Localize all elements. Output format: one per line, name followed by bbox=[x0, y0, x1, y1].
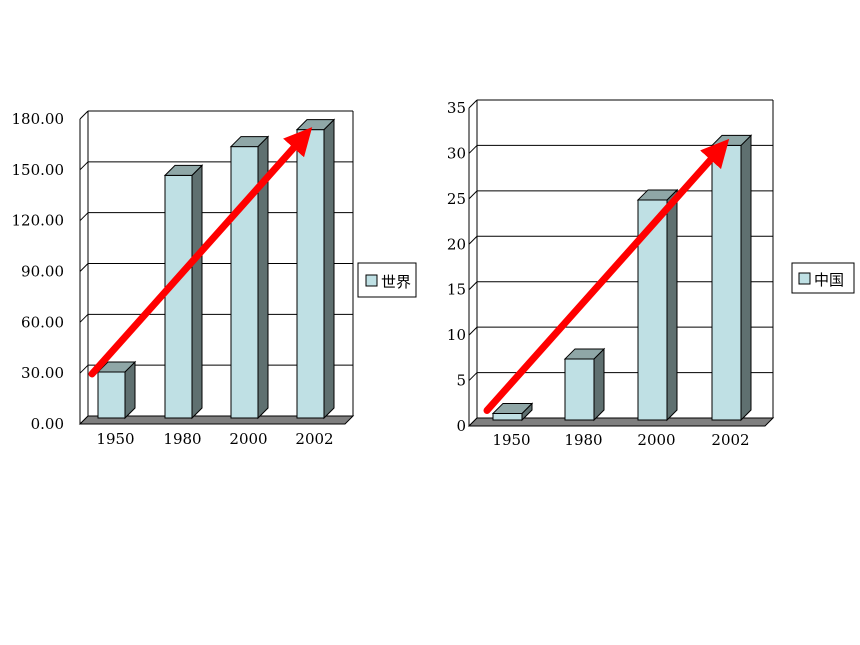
world-bar-top bbox=[96, 361, 137, 373]
china-bar bbox=[711, 144, 742, 421]
world-xtick-label: 1950 bbox=[96, 430, 134, 448]
world-bar-side bbox=[323, 118, 335, 420]
world-xtick-label: 1980 bbox=[163, 430, 201, 448]
china-tick-mark bbox=[468, 326, 478, 336]
world-legend-label: 世界 bbox=[381, 273, 411, 291]
china-ytick-label: 30 bbox=[447, 144, 466, 162]
china-legend-swatch bbox=[798, 272, 811, 285]
china-xtick-label: 1980 bbox=[564, 431, 602, 449]
china-bar-top bbox=[636, 189, 679, 201]
world-ytick-label: 60.00 bbox=[21, 313, 64, 331]
china-tick-mark bbox=[468, 190, 478, 200]
world-tick-mark bbox=[79, 313, 89, 323]
china-xtick-label: 2000 bbox=[637, 431, 675, 449]
china-bar-side bbox=[666, 188, 678, 422]
world-ytick-label: 90.00 bbox=[21, 263, 64, 281]
world-tick-mark bbox=[79, 364, 89, 374]
china-legend-label: 中国 bbox=[814, 271, 844, 289]
world-bar bbox=[97, 371, 126, 419]
world-floor bbox=[78, 415, 355, 425]
world-ytick-label: 150.00 bbox=[12, 161, 65, 179]
china-tick-mark bbox=[468, 372, 478, 381]
world-ytick-label: 180.00 bbox=[12, 110, 65, 128]
china-ytick-label: 5 bbox=[456, 372, 466, 390]
world-bar-top bbox=[229, 136, 270, 148]
world-tick-mark bbox=[79, 212, 89, 222]
china-ytick-label: 10 bbox=[447, 326, 466, 344]
world-bar bbox=[296, 129, 325, 419]
china-tick-mark bbox=[468, 99, 478, 109]
china-bar-side bbox=[740, 134, 752, 422]
world-bar bbox=[164, 174, 193, 419]
china-ytick-label: 25 bbox=[447, 190, 466, 208]
world-ytick-label: 30.00 bbox=[21, 364, 64, 382]
china-xtick-label: 1950 bbox=[492, 431, 530, 449]
world-bar-side bbox=[191, 164, 203, 420]
china-chart: 0 5 10 15 20 25 30 35 1950 1980 2000 2002 bbox=[447, 99, 775, 449]
world-bar-top bbox=[163, 164, 204, 176]
china-bar-top bbox=[563, 348, 606, 360]
world-trend-arrow bbox=[88, 127, 313, 378]
china-bar-top bbox=[491, 402, 534, 414]
world-tick-mark bbox=[79, 110, 89, 120]
world-xtick-label: 2002 bbox=[295, 430, 333, 448]
world-xtick-label: 2000 bbox=[229, 430, 267, 448]
world-tick-mark bbox=[79, 263, 89, 272]
world-ytick-label: 0.00 bbox=[31, 415, 64, 433]
world-legend-swatch bbox=[365, 274, 378, 287]
china-bar bbox=[564, 358, 595, 421]
china-trend-arrow bbox=[483, 138, 730, 414]
china-tick-mark bbox=[468, 145, 478, 154]
world-tick-mark bbox=[79, 161, 89, 171]
china-xtick-label: 2002 bbox=[711, 431, 749, 449]
china-legend: 中国 bbox=[791, 262, 855, 294]
china-bar-side bbox=[593, 347, 605, 422]
china-ytick-label: 35 bbox=[447, 99, 466, 117]
china-ytick-label: 0 bbox=[456, 417, 466, 435]
world-chart: 0.00 30.00 60.00 90.00 120.00 150.00 180.00 195… bbox=[12, 110, 355, 448]
china-tick-mark bbox=[468, 281, 478, 291]
china-ytick-label: 20 bbox=[447, 235, 466, 253]
china-ytick-label: 15 bbox=[447, 281, 466, 299]
china-floor bbox=[467, 417, 775, 427]
world-ytick-label: 120.00 bbox=[12, 212, 65, 230]
china-tick-mark bbox=[468, 235, 478, 245]
china-bar bbox=[492, 412, 523, 421]
world-legend: 世界 bbox=[357, 262, 417, 298]
